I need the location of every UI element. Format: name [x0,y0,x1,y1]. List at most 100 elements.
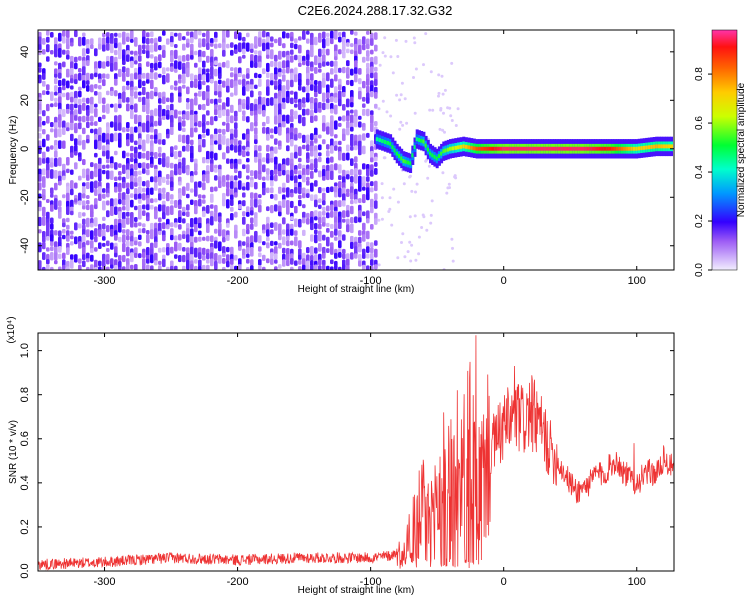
spectrogram-cell [306,38,310,44]
spectrogram-cell [62,228,66,234]
spectrogram-cell [294,169,298,175]
spectrogram-cell [42,151,46,160]
spectrogram-cell [282,236,286,246]
spectrogram-cell [298,44,302,54]
spectrogram-cell [150,156,154,167]
spectrogram-cell [102,200,106,211]
spectrogram-cell [94,72,98,78]
spectrogram-cell [318,134,322,139]
spectrogram-cell [154,42,158,52]
spectrogram-cell [186,247,190,255]
spectrogram-cell [310,211,314,219]
spectrogram-cell [346,174,350,180]
spectrogram-cell [210,62,214,67]
spectrogram-cell [138,205,142,212]
spectrogram-cell [278,61,282,69]
spectrogram-cell [226,234,230,241]
spectrogram-cell [306,54,310,61]
spectrogram-cell [102,97,106,104]
spectrogram-cell [130,133,134,143]
spectrogram-cell [430,199,434,203]
spectrogram-cell [86,240,90,246]
spectrogram-cell [98,116,102,122]
spectrogram-cell [274,109,278,117]
spectrogram-cell [234,128,238,138]
snr-y-axis-label: SNR (10 * v/v) [8,420,19,484]
spectrogram-cell [230,49,234,56]
spectrogram-cell [174,109,178,119]
spectrogram-cell [254,44,258,49]
spectrogram-cell [182,66,186,75]
ridge-band-core [599,146,602,151]
spectrogram-cell [250,223,254,230]
spectrogram-cell [106,240,110,247]
spectrogram-cell [210,151,214,159]
spectrogram-cell [334,182,338,187]
spectrogram-cell [318,223,322,230]
ridge-band-core [415,137,419,142]
ridge-band-core [400,156,404,161]
spectrogram-cell [377,218,381,222]
spectrogram-cell [90,181,94,190]
spectrogram-cell [202,254,206,261]
spectrogram-cell [78,175,82,181]
spectrogram-cell [166,104,170,110]
spectrogram-cell [451,259,455,263]
spectrogram-cell [142,86,146,96]
spectrogram-cell [246,84,250,92]
spectrogram-cell [262,187,266,196]
spectrogram-cell [258,170,262,176]
spectrogram-cell [366,78,370,86]
spectrogram-cell [82,66,86,77]
spectrogram-cell [282,194,286,201]
spectrogram-cell [334,260,338,266]
spectrogram-cell [134,205,138,211]
spectrogram-cell [114,246,118,255]
spectrogram-cell [86,139,90,143]
spectrogram-cell [198,134,202,141]
ridge-band-core [494,146,498,151]
spectrogram-cell [399,120,403,124]
spectrogram-cell [226,30,230,38]
spectrogram-cell [42,49,46,55]
spectrogram-cell [102,169,106,175]
spectrogram-cell [62,61,66,68]
spectrogram-cell [218,169,222,178]
spectrogram-cell [392,187,396,191]
spectrogram-cell [326,186,330,193]
spectrogram-cell [210,56,214,65]
spectrogram-cell [246,181,250,191]
spectrogram-cell [246,32,250,38]
spectrogram-cell [166,180,170,185]
spectrogram-cell [102,73,106,79]
snr-y-tick-label: 0.8 [19,387,31,402]
spectrogram-cell [94,48,98,57]
ridge-band-core [386,141,390,145]
colorbar-tick-label: 0.0 [694,263,705,277]
ridge-band-core [378,138,382,142]
spectrogram-cell [202,199,206,204]
spectrogram-cell [306,247,310,254]
spectrogram-cell [142,104,146,113]
spectrogram-cell [138,176,142,183]
ridge-band-core [615,146,619,151]
spectrogram-cell [274,38,278,44]
spectrogram-cell [178,150,182,158]
spectrogram-cell [310,103,314,110]
spectrogram-cell [86,200,90,205]
spectrogram-cell [350,241,354,249]
ridge-band-core [618,146,622,151]
spectrogram-cell [310,37,314,46]
spectrogram-cell [314,55,318,66]
spectrogram-cell [158,132,162,141]
spectrogram-cell [174,163,178,174]
spectrogram-cell [408,240,412,244]
spectrogram-cell [310,140,314,148]
spectrogram-cell [50,204,54,212]
spectrogram-cell [294,91,298,100]
spectrogram-cell [142,258,146,267]
spectrogram-cell [342,42,346,52]
spectrogram-cell [330,204,334,211]
spectrogram-cell [374,240,378,246]
spectrogram-cell [82,102,86,111]
